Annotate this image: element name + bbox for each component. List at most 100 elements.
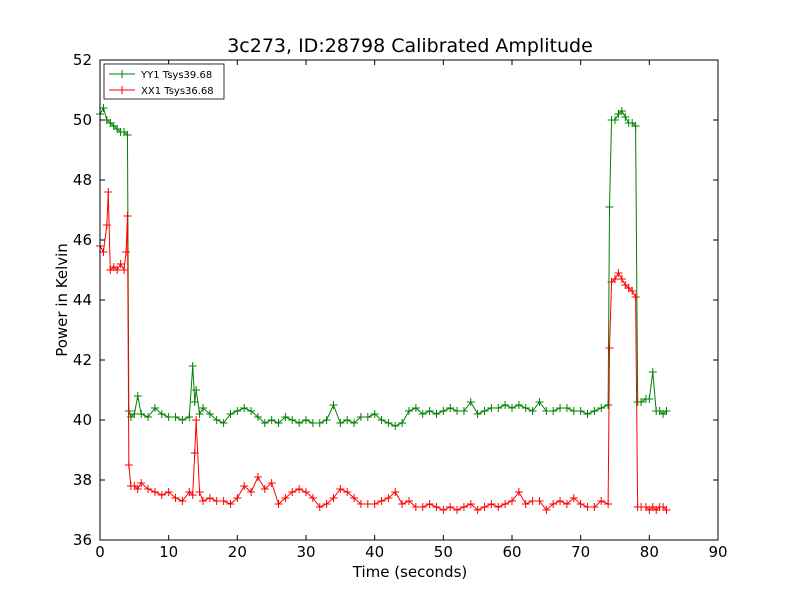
- data-point: [480, 503, 489, 511]
- data-point: [494, 503, 503, 511]
- data-point: [195, 488, 204, 496]
- data-point: [411, 503, 420, 511]
- data-point: [473, 410, 482, 418]
- y-tick-label: 50: [73, 111, 92, 129]
- data-point: [501, 401, 510, 409]
- data-point: [343, 416, 352, 424]
- data-point: [274, 500, 283, 508]
- data-point: [130, 410, 139, 418]
- data-point: [597, 497, 606, 505]
- data-point: [446, 503, 455, 511]
- data-point: [514, 401, 523, 409]
- y-tick-label: 40: [73, 411, 92, 429]
- data-point: [102, 221, 111, 229]
- data-point: [576, 407, 585, 415]
- data-point: [192, 416, 201, 424]
- x-axis: 0 10 20 30 40 50 60 70 80 90: [95, 60, 728, 561]
- data-point: [133, 485, 142, 493]
- data-point: [350, 419, 359, 427]
- data-point: [556, 404, 565, 412]
- data-point: [425, 407, 434, 415]
- data-point: [192, 386, 201, 394]
- data-point: [391, 422, 400, 430]
- data-point: [377, 497, 386, 505]
- data-point: [514, 488, 523, 496]
- data-point: [350, 494, 359, 502]
- x-tick-label: 60: [502, 543, 521, 561]
- data-point: [377, 416, 386, 424]
- data-point: [521, 404, 530, 412]
- data-point: [260, 485, 269, 493]
- data-point: [343, 488, 352, 496]
- data-point: [611, 116, 619, 124]
- data-point: [363, 413, 372, 421]
- data-point: [384, 494, 393, 502]
- data-point: [281, 494, 290, 502]
- data-point: [113, 266, 122, 274]
- data-point: [315, 503, 324, 511]
- data-point: [604, 500, 613, 508]
- data-point: [212, 497, 221, 505]
- data-point: [122, 248, 131, 256]
- legend-marker: [118, 70, 126, 78]
- data-point: [144, 413, 153, 421]
- data-point: [205, 494, 214, 502]
- x-axis-label: Time (seconds): [352, 563, 468, 581]
- data-point: [521, 500, 530, 508]
- data-point: [631, 122, 640, 130]
- data-point: [535, 398, 544, 406]
- data-point: [247, 407, 256, 415]
- data-point: [662, 506, 671, 514]
- x-tick-label: 0: [95, 543, 105, 561]
- chart-title: 3c273, ID:28798 Calibrated Amplitude: [227, 35, 593, 57]
- data-point: [164, 413, 173, 421]
- y-tick-label: 52: [73, 51, 92, 69]
- data-point: [590, 407, 599, 415]
- data-point: [322, 500, 331, 508]
- data-point: [219, 497, 228, 505]
- data-point: [453, 407, 462, 415]
- data-point: [542, 407, 551, 415]
- y-tick-label: 42: [73, 351, 92, 369]
- data-point: [302, 416, 310, 424]
- y-axis: 36 38 40 42 44 46 48 50 52: [73, 51, 718, 549]
- data-point: [473, 506, 482, 514]
- data-point: [188, 491, 197, 499]
- x-tick-label: 80: [640, 543, 659, 561]
- data-point: [356, 413, 365, 421]
- data-point: [144, 485, 153, 493]
- data-point: [662, 407, 671, 415]
- data-point: [645, 395, 654, 403]
- data-point: [226, 410, 235, 418]
- x-tick-label: 70: [571, 543, 590, 561]
- data-point: [267, 479, 276, 487]
- data-point: [240, 404, 249, 412]
- data-point: [185, 413, 194, 421]
- data-point: [253, 413, 262, 421]
- data-point: [501, 500, 510, 508]
- data-point: [363, 500, 372, 508]
- data-point: [432, 410, 441, 418]
- data-point: [195, 410, 204, 418]
- data-point: [226, 500, 235, 508]
- data-point: [247, 488, 256, 496]
- data-point: [604, 401, 613, 409]
- data-point: [542, 506, 551, 514]
- y-tick-label: 46: [73, 231, 92, 249]
- data-point: [99, 104, 108, 112]
- legend: YY1 Tsys39.68 XX1 Tsys36.68: [103, 63, 225, 100]
- data-point: [267, 416, 276, 424]
- data-point: [605, 344, 614, 352]
- data-point: [466, 500, 475, 508]
- data-point: [508, 497, 516, 505]
- x-tick-label: 20: [228, 543, 247, 561]
- data-point: [535, 497, 544, 505]
- data-point: [569, 407, 578, 415]
- data-point: [336, 419, 345, 427]
- data-point: [199, 497, 207, 505]
- data-point: [336, 485, 345, 493]
- data-point: [405, 407, 413, 415]
- data-point: [617, 107, 626, 115]
- data-point: [418, 410, 427, 418]
